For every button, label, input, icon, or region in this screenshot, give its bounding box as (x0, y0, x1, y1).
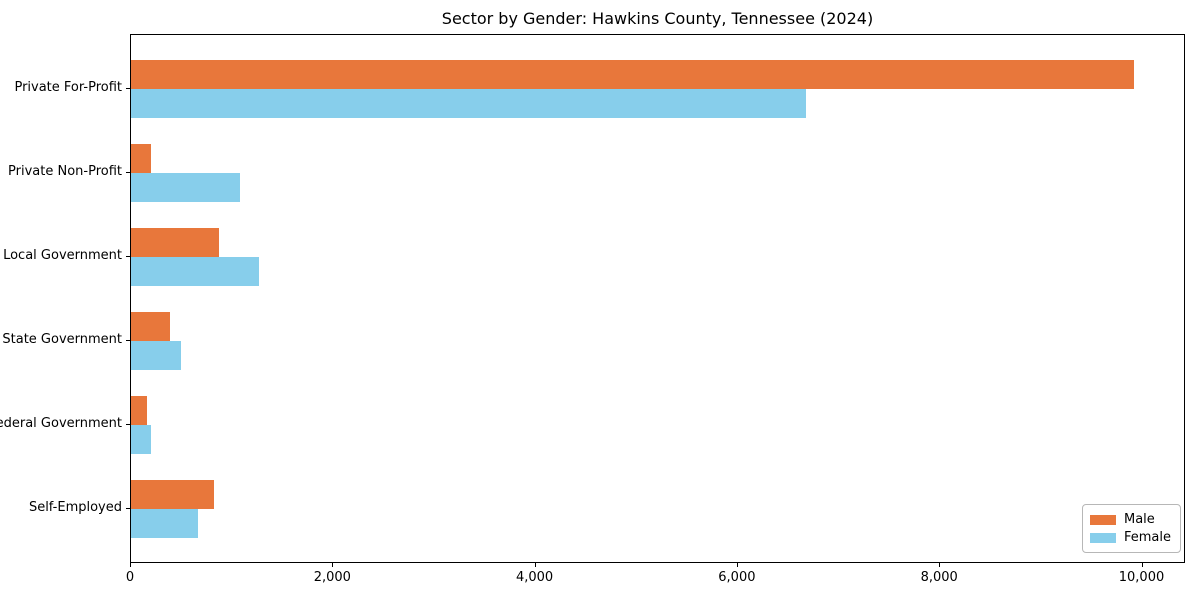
x-tick-mark (332, 563, 334, 567)
legend-swatch-female (1089, 532, 1116, 543)
y-tick-label-local-government: Local Government (3, 248, 122, 263)
x-tick-label-4-000: 4,000 (515, 570, 554, 585)
bar-male-self-employed (131, 480, 214, 509)
legend-rows: Male Female (1089, 511, 1171, 546)
y-tick-label-self-employed: Self-Employed (28, 500, 122, 515)
y-tick-label-private-for-profit: Private For-Profit (14, 80, 122, 95)
y-tick-mark (126, 172, 130, 174)
legend-entry-male: Male (1089, 511, 1171, 528)
bar-female-state-government (131, 341, 182, 370)
bar-male-federal-government (131, 396, 148, 425)
x-tick-label-10-000: 10,000 (1118, 570, 1165, 585)
x-tick-mark (939, 563, 941, 567)
legend-entry-female: Female (1089, 529, 1171, 546)
y-tick-label-state-government: State Government (2, 332, 122, 347)
y-tick-mark (126, 256, 130, 258)
y-tick-label-private-non-profit: Private Non-Profit (8, 164, 122, 179)
legend-label-male: Male (1123, 512, 1155, 527)
plot-area: Male Female (130, 34, 1185, 563)
bar-male-private-non-profit (131, 144, 152, 173)
x-tick-mark (534, 563, 536, 567)
y-tick-mark (126, 88, 130, 90)
legend-label-female: Female (1123, 530, 1171, 545)
y-tick-label-federal-government: Federal Government (0, 416, 122, 431)
bar-male-local-government (131, 228, 219, 257)
bar-female-local-government (131, 257, 260, 286)
bar-female-self-employed (131, 509, 198, 538)
x-tick-mark (1141, 563, 1143, 567)
y-tick-mark (126, 508, 130, 510)
y-tick-mark (126, 340, 130, 342)
bar-female-private-non-profit (131, 173, 241, 202)
bar-female-federal-government (131, 425, 152, 454)
bar-female-private-for-profit (131, 89, 807, 118)
bar-male-private-for-profit (131, 60, 1134, 89)
x-tick-mark (736, 563, 739, 567)
bar-male-state-government (131, 312, 171, 341)
y-tick-mark (126, 424, 130, 426)
legend-swatch-male (1089, 514, 1116, 525)
x-tick-label-8-000: 8,000 (920, 570, 958, 585)
x-tick-label-2-000: 2,000 (313, 570, 351, 585)
x-tick-label-0: 0 (125, 570, 135, 585)
legend: Male Female (1081, 504, 1181, 553)
chart-title: Sector by Gender: Hawkins County, Tennes… (441, 9, 874, 28)
x-tick-mark (130, 563, 132, 567)
x-tick-label-6-000: 6,000 (718, 570, 756, 585)
